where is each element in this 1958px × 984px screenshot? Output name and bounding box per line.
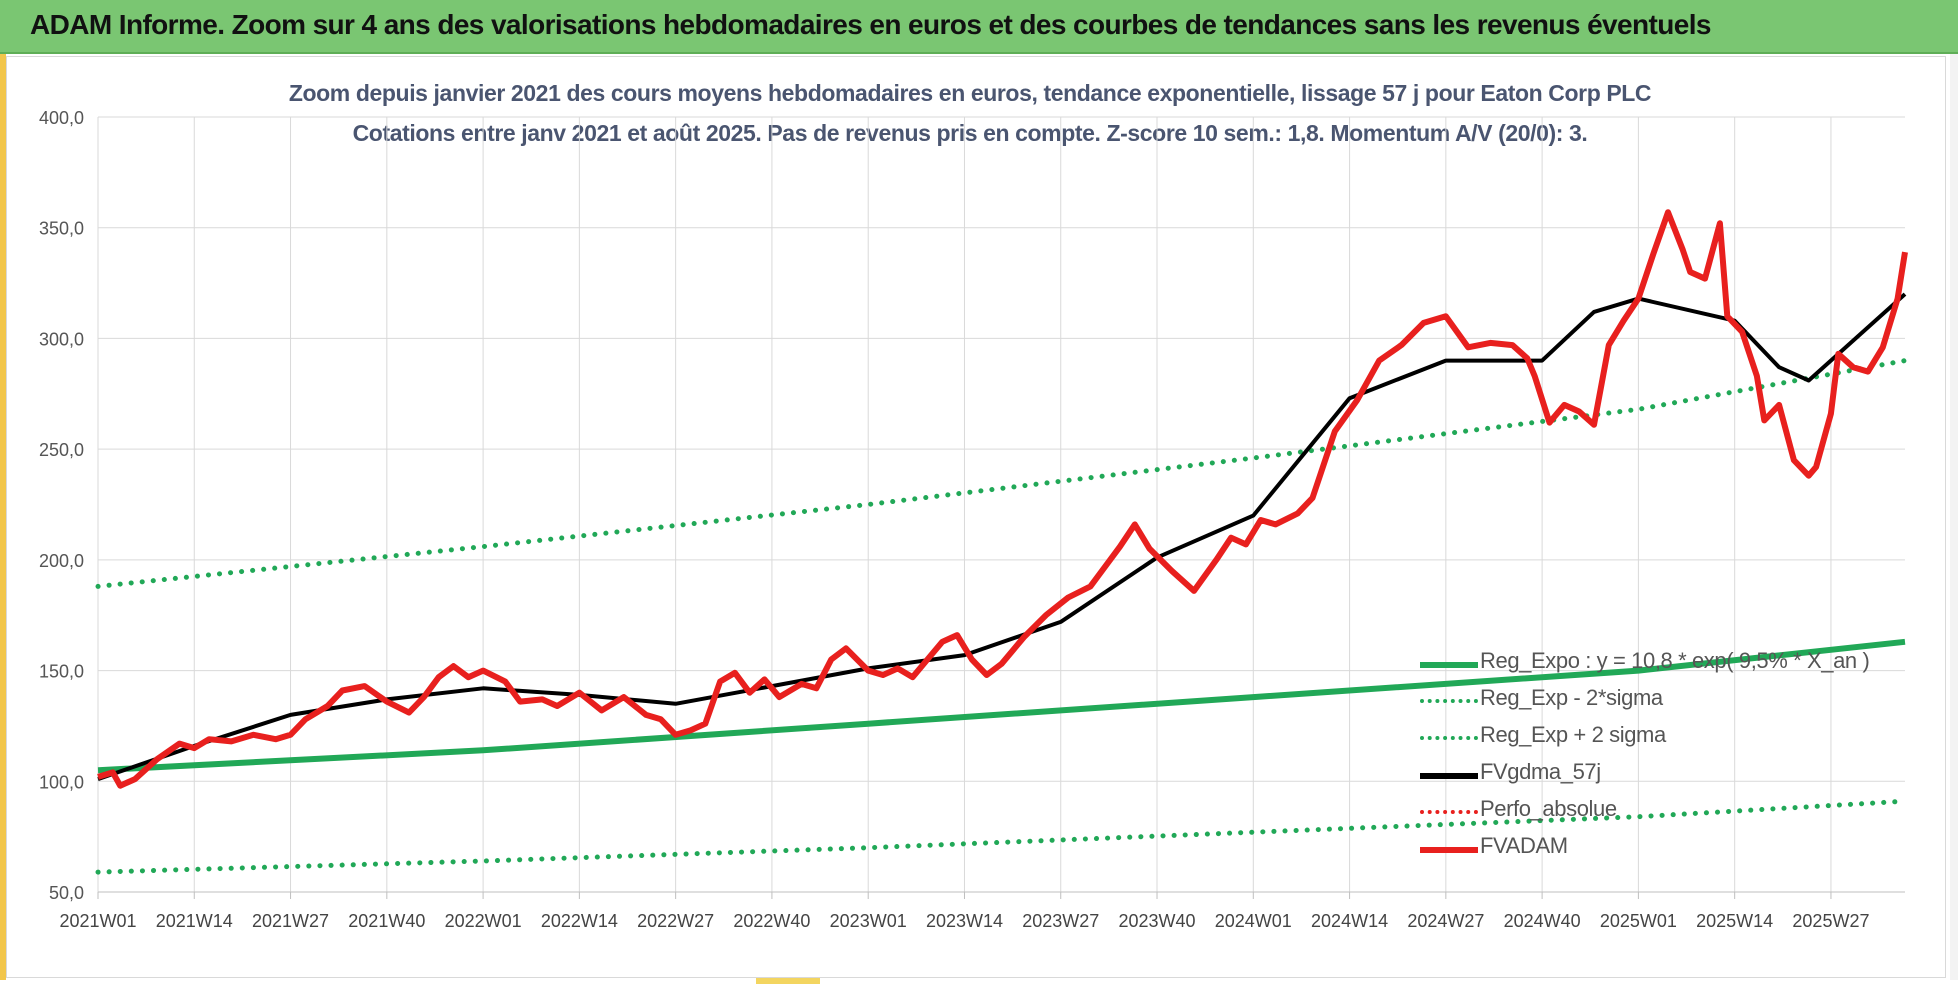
x-tick-label: 2024W40	[1504, 911, 1581, 931]
series-line-reg-exp-2-sigma	[95, 358, 1908, 589]
legend-item-reg-exp-2-sigma: Reg_Exp - 2*sigma	[1420, 685, 1940, 715]
legend-label: Reg_Expo : y = 10,8 * exp( 9,5% * X_an )	[1480, 648, 1870, 673]
chart-title: Zoom depuis janvier 2021 des cours moyen…	[288, 80, 1652, 106]
series-line-fvadam	[97, 209, 1908, 789]
frame-accent-right	[1950, 54, 1958, 980]
chart-subtitle: Cotations entre janv 2021 et août 2025. …	[352, 120, 1588, 146]
series-line-reg-exp-2-sigma	[95, 798, 1908, 875]
series-line-fvgdma-57j	[97, 292, 1907, 781]
x-tick-label: 2025W27	[1792, 911, 1869, 931]
legend-swatch	[1420, 773, 1478, 779]
y-tick-label: 50,0	[49, 883, 84, 903]
legend-item-fvgdma-57j: FVgdma_57j	[1420, 759, 1940, 789]
legend-label: Reg_Exp + 2 sigma	[1480, 722, 1666, 747]
y-tick-label: 250,0	[39, 440, 84, 460]
x-tick-label: 2021W40	[348, 911, 425, 931]
legend-label: FVgdma_57j	[1480, 759, 1601, 784]
x-tick-label: 2021W01	[59, 911, 136, 931]
legend-item-reg-exp-2-sigma: Reg_Exp + 2 sigma	[1420, 722, 1940, 752]
legend-label: Perfo_absolue	[1480, 796, 1617, 821]
legend-item-reg-expo-y-10-8-exp-9-5-x-an: Reg_Expo : y = 10,8 * exp( 9,5% * X_an )	[1420, 648, 1940, 678]
y-tick-label: 400,0	[39, 108, 84, 128]
x-tick-label: 2021W27	[252, 911, 329, 931]
x-tick-label: 2024W01	[1215, 911, 1292, 931]
legend-swatch	[1420, 810, 1478, 814]
series-line-reg-expo-y-10-8-exp-9-5-x-an	[97, 638, 1906, 774]
legend-label: Reg_Exp - 2*sigma	[1480, 685, 1663, 710]
legend-label: FVADAM	[1480, 833, 1568, 858]
banner-title: ADAM Informe. Zoom sur 4 ans des valoris…	[30, 9, 1711, 40]
y-tick-label: 300,0	[39, 329, 84, 349]
x-tick-label: 2023W14	[926, 911, 1003, 931]
legend-swatch	[1420, 736, 1478, 740]
y-tick-label: 100,0	[39, 772, 84, 792]
x-tick-label: 2022W27	[637, 911, 714, 931]
x-tick-label: 2022W40	[733, 911, 810, 931]
x-tick-label: 2023W01	[830, 911, 907, 931]
x-tick-label: 2023W27	[1022, 911, 1099, 931]
x-tick-label: 2023W40	[1118, 911, 1195, 931]
legend-swatch	[1420, 662, 1478, 668]
x-tick-label: 2025W14	[1696, 911, 1773, 931]
x-tick-label: 2022W01	[445, 911, 522, 931]
frame-accent-left	[0, 54, 6, 980]
legend-item-perfo-absolue: Perfo_absolue	[1420, 796, 1940, 826]
x-tick-label: 2024W14	[1311, 911, 1388, 931]
x-tick-label: 2021W14	[156, 911, 233, 931]
legend-item-fvadam: FVADAM	[1420, 833, 1940, 863]
report-banner: ADAM Informe. Zoom sur 4 ans des valoris…	[0, 0, 1958, 54]
chart-area	[6, 56, 1946, 978]
legend-swatch	[1420, 699, 1478, 703]
y-tick-label: 350,0	[39, 219, 84, 239]
x-tick-label: 2022W14	[541, 911, 618, 931]
x-tick-label: 2024W27	[1407, 911, 1484, 931]
legend-swatch	[1420, 847, 1478, 853]
x-tick-label: 2025W01	[1600, 911, 1677, 931]
y-tick-label: 150,0	[39, 662, 84, 682]
sheet-tab-marker	[756, 978, 820, 984]
y-tick-label: 200,0	[39, 551, 84, 571]
